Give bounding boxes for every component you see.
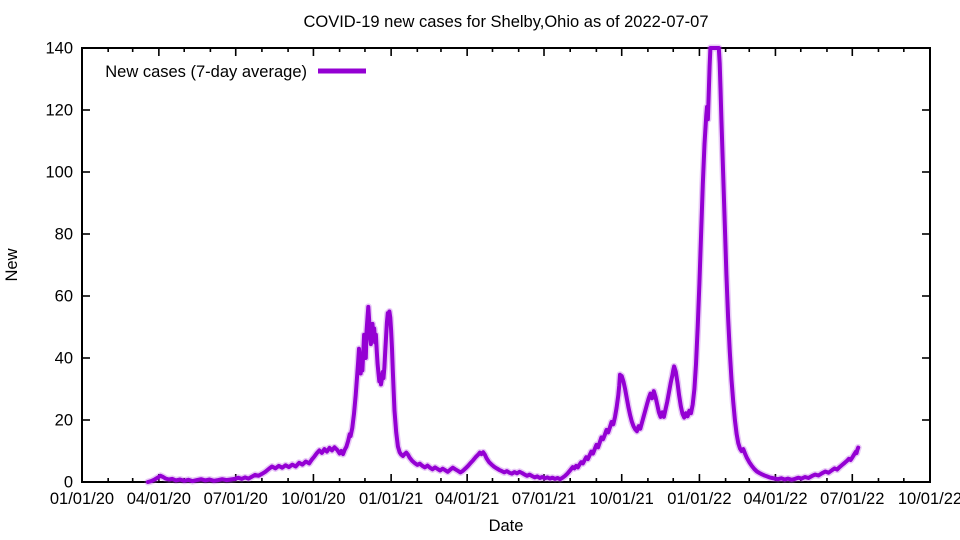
- y-tick-label: 0: [64, 474, 73, 492]
- x-tick-label: 04/01/21: [435, 490, 499, 508]
- x-tick-label: 07/01/21: [512, 490, 576, 508]
- legend: New cases (7-day average): [105, 63, 366, 81]
- x-tick-label: 07/01/20: [204, 490, 268, 508]
- x-tick-label: 01/01/21: [359, 490, 423, 508]
- x-tick-label: 04/01/20: [127, 490, 191, 508]
- x-axis-label: Date: [489, 517, 524, 535]
- x-tick-label: 04/01/22: [743, 490, 807, 508]
- y-axis-label: New: [3, 248, 21, 281]
- x-tick-label: 01/01/22: [667, 490, 731, 508]
- x-tick-label: 10/01/20: [281, 490, 345, 508]
- y-tick-label: 140: [45, 40, 73, 58]
- x-tick-label: 10/01/21: [590, 490, 654, 508]
- new-cases-line: [145, 46, 861, 484]
- axis-tick-labels: 01/01/20 04/01/20 07/01/20 10/01/20 01/01/21…: [45, 40, 960, 509]
- axis-ticks: [81, 47, 931, 483]
- y-tick-label: 60: [55, 288, 73, 306]
- legend-entry-label: New cases (7-day average): [105, 63, 307, 81]
- y-tick-label: 40: [55, 350, 73, 368]
- x-tick-label: 07/01/22: [820, 490, 884, 508]
- y-tick-label: 20: [55, 412, 73, 430]
- x-tick-label: 01/01/20: [50, 490, 114, 508]
- new-cases-line-halo: [144, 44, 862, 486]
- y-tick-label: 120: [45, 102, 73, 120]
- plot-border: [81, 47, 931, 483]
- y-tick-label: 80: [55, 226, 73, 244]
- y-tick-label: 100: [45, 164, 73, 182]
- data-series-layer: [144, 44, 862, 486]
- chart-title: COVID-19 new cases for Shelby,Ohio as of…: [303, 13, 708, 31]
- x-tick-label: 10/01/22: [898, 490, 960, 508]
